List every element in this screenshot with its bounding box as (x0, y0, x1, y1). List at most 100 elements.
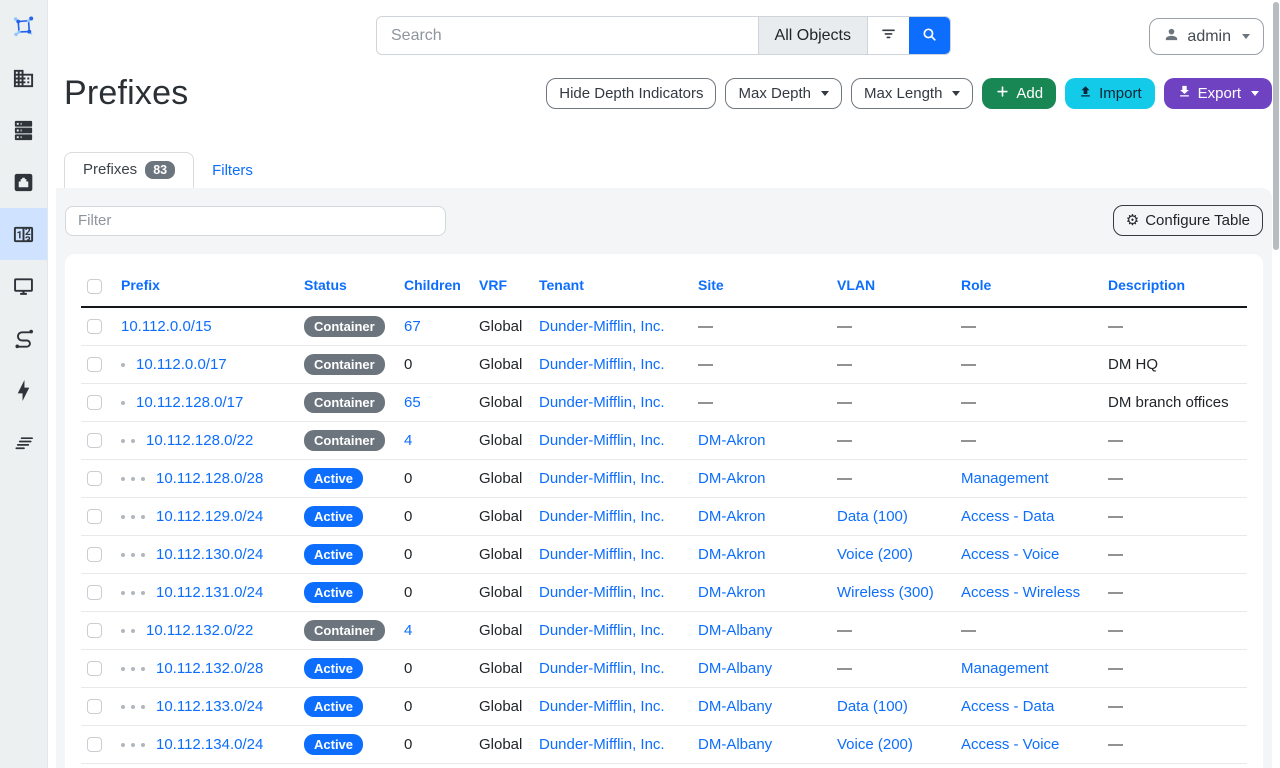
max-depth-dropdown[interactable]: Max Depth (725, 78, 843, 109)
row-checkbox[interactable] (87, 357, 102, 373)
tab-prefixes[interactable]: Prefixes 83 (64, 151, 195, 188)
sidebar-item-organization[interactable] (0, 52, 47, 104)
configure-table-button[interactable]: ⚙ Configure Table (1112, 205, 1263, 236)
quick-filter-input[interactable] (65, 205, 446, 236)
tenant-link[interactable]: Dunder-Mifflin, Inc. (539, 507, 665, 525)
prefix-link[interactable]: 10.112.134.0/24 (156, 735, 264, 753)
row-checkbox[interactable] (87, 585, 102, 601)
max-length-dropdown[interactable]: Max Length (851, 78, 974, 109)
search-filter-button[interactable] (868, 17, 909, 54)
row-checkbox[interactable] (87, 699, 102, 715)
prefix-link[interactable]: 10.112.132.0/22 (146, 621, 254, 639)
tenant-link[interactable]: Dunder-Mifflin, Inc. (539, 317, 665, 335)
column-header-tenant[interactable]: Tenant (533, 271, 692, 308)
tenant-link[interactable]: Dunder-Mifflin, Inc. (539, 393, 665, 411)
column-header-vlan[interactable]: VLAN (831, 271, 955, 308)
row-checkbox[interactable] (87, 547, 102, 563)
site-link[interactable]: DM-Albany (698, 697, 773, 715)
prefix-link[interactable]: 10.112.132.0/28 (156, 659, 264, 677)
tenant-link[interactable]: Dunder-Mifflin, Inc. (539, 545, 665, 563)
column-header-children[interactable]: Children (398, 271, 473, 308)
tenant-link[interactable]: Dunder-Mifflin, Inc. (539, 621, 665, 639)
sidebar-item-netbox-logo[interactable] (0, 0, 47, 52)
sidebar-item-ipam[interactable] (0, 208, 47, 260)
tenant-link[interactable]: Dunder-Mifflin, Inc. (539, 659, 665, 677)
row-checkbox-cell (81, 421, 115, 460)
site-link[interactable]: DM-Akron (698, 431, 766, 449)
row-checkbox[interactable] (87, 471, 102, 487)
row-checkbox[interactable] (87, 509, 102, 525)
role-link[interactable]: Access - Data (961, 697, 1055, 715)
scrollbar[interactable] (1273, 2, 1279, 250)
vrf-cell: Global (473, 763, 533, 768)
column-header-role[interactable]: Role (955, 271, 1102, 308)
prefix-link[interactable]: 10.112.130.0/24 (156, 545, 264, 563)
prefix-link[interactable]: 10.112.0.0/15 (121, 317, 212, 335)
site-link[interactable]: DM-Akron (698, 545, 766, 563)
sidebar-item-devices[interactable] (0, 104, 47, 156)
prefix-link[interactable]: 10.112.131.0/24 (156, 583, 264, 601)
column-header-site[interactable]: Site (692, 271, 831, 308)
role-link[interactable]: Access - Voice (961, 545, 1060, 563)
role-link[interactable]: Access - Wireless (961, 583, 1081, 601)
role-link[interactable]: Management (961, 659, 1049, 677)
row-checkbox[interactable] (87, 661, 102, 677)
vlan-link[interactable]: Data (100) (837, 697, 908, 715)
vlan-link[interactable]: Voice (200) (837, 545, 913, 563)
prefix-link[interactable]: 10.112.133.0/24 (156, 697, 264, 715)
role-link[interactable]: Management (961, 469, 1049, 487)
prefix-link[interactable]: 10.112.0.0/17 (136, 355, 227, 373)
column-header-prefix[interactable]: Prefix (115, 271, 298, 308)
tenant-link[interactable]: Dunder-Mifflin, Inc. (539, 583, 665, 601)
prefix-link[interactable]: 10.112.129.0/24 (156, 507, 264, 525)
children-count-link[interactable]: 4 (404, 621, 413, 639)
column-header-description[interactable]: Description (1102, 271, 1247, 308)
site-link[interactable]: DM-Albany (698, 659, 773, 677)
site-link[interactable]: DM-Akron (698, 469, 766, 487)
vlan-link[interactable]: Voice (200) (837, 735, 913, 753)
row-checkbox[interactable] (87, 319, 102, 335)
column-header-vrf[interactable]: VRF (473, 271, 533, 308)
select-all-checkbox[interactable] (87, 278, 102, 294)
export-dropdown[interactable]: Export (1163, 78, 1272, 109)
children-count-link[interactable]: 65 (404, 393, 421, 411)
user-menu-button[interactable]: admin (1149, 18, 1264, 55)
tab-filters[interactable]: Filters (194, 154, 271, 188)
role-link[interactable]: Access - Voice (961, 735, 1060, 753)
sidebar-item-power[interactable] (0, 364, 47, 416)
search-scope-dropdown[interactable]: All Objects (757, 17, 868, 54)
global-search-input[interactable] (377, 17, 758, 54)
row-checkbox[interactable] (87, 395, 102, 411)
prefix-link[interactable]: 10.112.128.0/17 (136, 393, 244, 411)
children-count-link[interactable]: 4 (404, 431, 413, 449)
row-checkbox[interactable] (87, 737, 102, 753)
search-submit-button[interactable] (909, 17, 950, 54)
row-checkbox[interactable] (87, 623, 102, 639)
tenant-link[interactable]: Dunder-Mifflin, Inc. (539, 469, 665, 487)
sidebar-item-provisioning[interactable] (0, 416, 47, 468)
site-link[interactable]: DM-Albany (698, 735, 773, 753)
site-link[interactable]: DM-Albany (698, 621, 773, 639)
role-link[interactable]: Access - Data (961, 507, 1055, 525)
children-count-link[interactable]: 67 (404, 317, 421, 335)
prefix-link[interactable]: 10.112.128.0/28 (156, 469, 264, 487)
import-button[interactable]: Import (1065, 78, 1155, 109)
tenant-link[interactable]: Dunder-Mifflin, Inc. (539, 431, 665, 449)
column-header-status[interactable]: Status (298, 271, 398, 308)
row-checkbox-cell (81, 611, 115, 650)
site-link[interactable]: DM-Akron (698, 583, 766, 601)
sidebar-item-circuits[interactable] (0, 312, 47, 364)
vlan-link[interactable]: Data (100) (837, 507, 908, 525)
sidebar-item-virtualization[interactable] (0, 260, 47, 312)
site-link[interactable]: DM-Akron (698, 507, 766, 525)
vlan-link[interactable]: Wireless (300) (837, 583, 934, 601)
tenant-link[interactable]: Dunder-Mifflin, Inc. (539, 697, 665, 715)
hide-depth-indicators-button[interactable]: Hide Depth Indicators (546, 78, 717, 109)
vrf-cell: Global (473, 497, 533, 536)
prefix-link[interactable]: 10.112.128.0/22 (146, 431, 254, 449)
tenant-link[interactable]: Dunder-Mifflin, Inc. (539, 355, 665, 373)
tenant-link[interactable]: Dunder-Mifflin, Inc. (539, 735, 665, 753)
row-checkbox[interactable] (87, 433, 102, 449)
add-button[interactable]: Add (982, 78, 1057, 109)
sidebar-item-connections[interactable] (0, 156, 47, 208)
